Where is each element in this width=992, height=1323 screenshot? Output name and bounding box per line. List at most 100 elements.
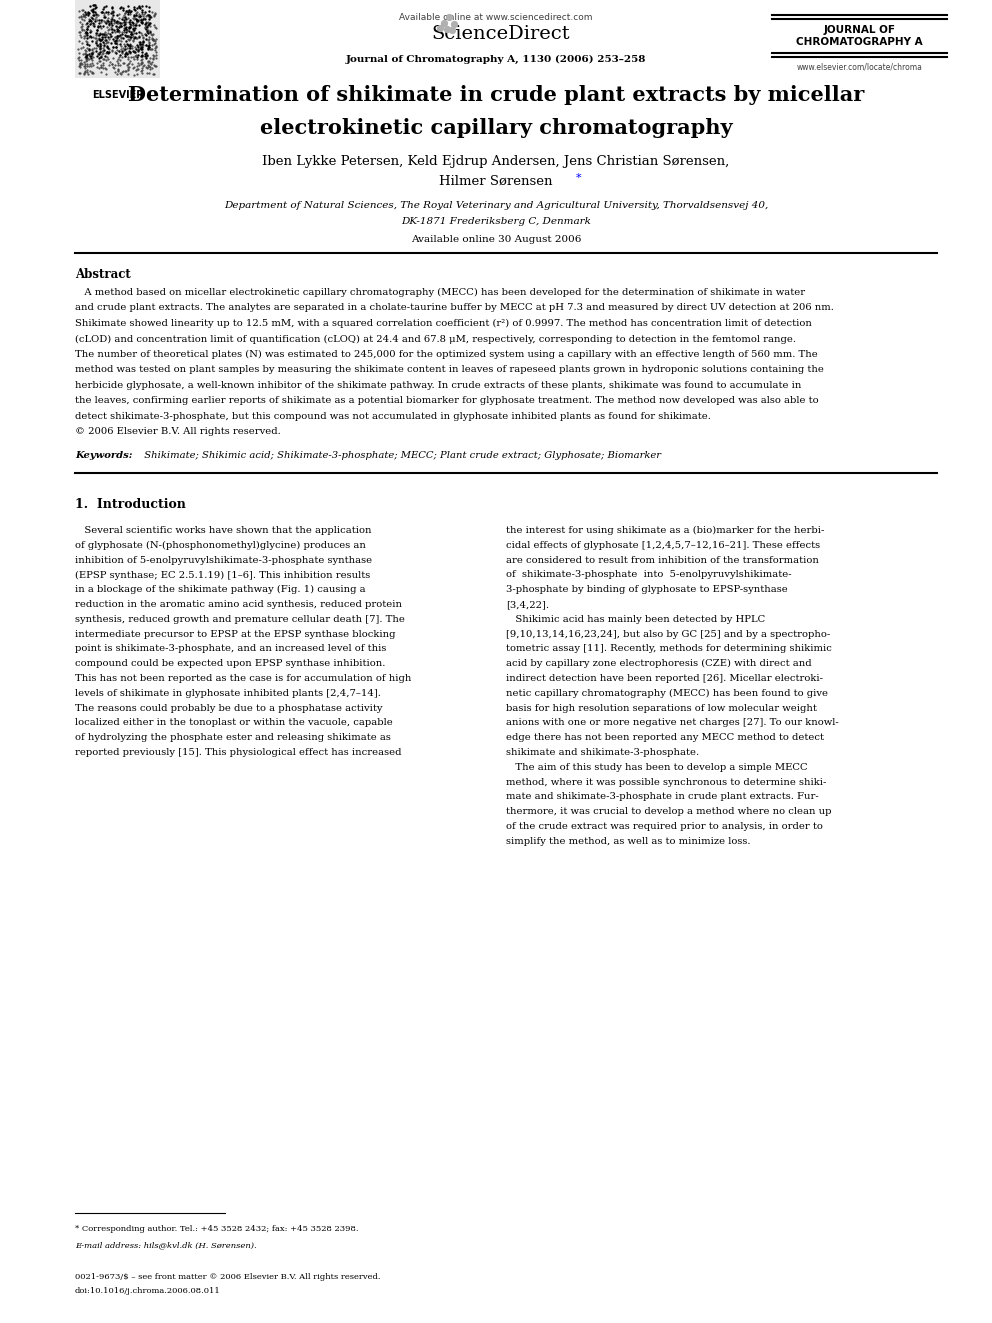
Point (97, 21, 113, 42)
Point (119, 34, 135, 56)
Point (100, 11, 116, 32)
Point (82, 48, 98, 69)
Point (99, 42, 115, 64)
Point (73, 20, 89, 41)
Point (99, 22, 115, 44)
Point (120, 0, 136, 16)
Text: simplify the method, as well as to minimize loss.: simplify the method, as well as to minim… (506, 837, 751, 845)
Point (441, 7, 457, 28)
Point (104, 53, 120, 74)
Point (109, 12, 125, 33)
Point (120, 25, 136, 46)
Point (147, 30, 163, 52)
Point (141, 13, 157, 34)
Point (72, 49, 88, 70)
Point (130, 41, 146, 62)
Point (106, 30, 122, 52)
Point (84, 49, 100, 70)
Point (99, 36, 115, 57)
Point (87, 1, 103, 22)
Point (119, 54, 135, 75)
Point (138, 45, 154, 66)
Point (114, 42, 130, 64)
Point (79, 3, 95, 24)
Point (142, 16, 158, 37)
Point (89, 20, 105, 41)
Text: netic capillary chromatography (MECC) has been found to give: netic capillary chromatography (MECC) ha… (506, 689, 828, 699)
Point (140, 4, 156, 25)
Point (83, 42, 99, 64)
Point (91, 25, 107, 46)
Point (133, 49, 149, 70)
Point (78, 62, 94, 83)
Point (127, 46, 143, 67)
Point (138, 28, 154, 49)
Point (148, 42, 164, 64)
Point (96, 32, 112, 53)
Point (77, 7, 93, 28)
Point (119, 25, 135, 46)
Point (80, 64, 96, 85)
Point (111, 17, 127, 38)
Point (88, 32, 104, 53)
Text: tometric assay [11]. Recently, methods for determining shikimic: tometric assay [11]. Recently, methods f… (506, 644, 832, 654)
Point (112, 54, 128, 75)
Point (126, 57, 142, 78)
Point (89, 20, 105, 41)
Point (120, 25, 136, 46)
Point (148, 28, 164, 49)
Point (70, 42, 86, 64)
Point (124, 53, 140, 74)
Point (97, 25, 113, 46)
Point (98, 1, 114, 22)
Point (101, 19, 117, 40)
Point (120, 46, 136, 67)
Point (87, 28, 103, 49)
Text: the leaves, confirming earlier reports of shikimate as a potential biomarker for: the leaves, confirming earlier reports o… (75, 397, 818, 406)
Point (132, 33, 148, 54)
Point (85, 5, 101, 26)
Point (137, 13, 153, 34)
Point (121, 12, 137, 33)
Point (133, 36, 149, 57)
Point (99, 11, 115, 32)
Point (89, 29, 105, 50)
Point (102, 12, 118, 33)
Point (96, 24, 112, 45)
Point (141, 32, 157, 53)
Point (120, 0, 136, 21)
Point (127, 8, 143, 29)
Point (136, 4, 152, 25)
Point (80, 38, 96, 60)
Point (89, 9, 105, 30)
Point (92, 22, 108, 44)
Text: reported previously [15]. This physiological effect has increased: reported previously [15]. This physiolog… (75, 747, 402, 757)
Point (128, 60, 144, 81)
Point (122, 34, 138, 56)
Text: mate and shikimate-3-phosphate in crude plant extracts. Fur-: mate and shikimate-3-phosphate in crude … (506, 792, 818, 802)
Point (111, 4, 127, 25)
Point (121, 25, 137, 46)
Point (128, 42, 144, 64)
Point (82, 9, 98, 30)
Point (140, 58, 156, 79)
Point (114, 21, 130, 42)
Point (77, 56, 93, 77)
Point (93, 1, 109, 22)
Point (134, 0, 150, 20)
Point (131, 0, 147, 17)
Point (106, 11, 122, 32)
Point (113, 15, 129, 36)
Point (117, 12, 133, 33)
Point (131, 9, 147, 30)
Point (110, 26, 126, 48)
Point (95, 5, 111, 26)
Point (87, 0, 103, 19)
Point (79, 3, 95, 24)
Point (79, 48, 95, 69)
Point (120, 64, 136, 85)
Point (79, 48, 95, 69)
Point (71, 25, 87, 46)
Point (433, 17, 448, 38)
Point (138, 24, 154, 45)
